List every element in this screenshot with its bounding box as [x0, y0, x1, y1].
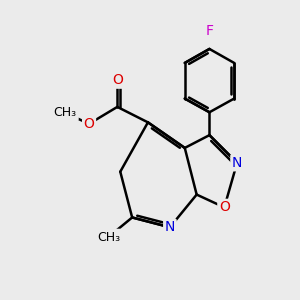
- Text: N: N: [232, 156, 242, 170]
- Text: O: O: [84, 117, 94, 131]
- Text: O: O: [112, 73, 123, 87]
- Text: O: O: [219, 200, 230, 214]
- Text: N: N: [165, 220, 175, 234]
- Text: F: F: [206, 24, 213, 38]
- Text: CH₃: CH₃: [97, 231, 120, 244]
- Text: CH₃: CH₃: [54, 106, 77, 119]
